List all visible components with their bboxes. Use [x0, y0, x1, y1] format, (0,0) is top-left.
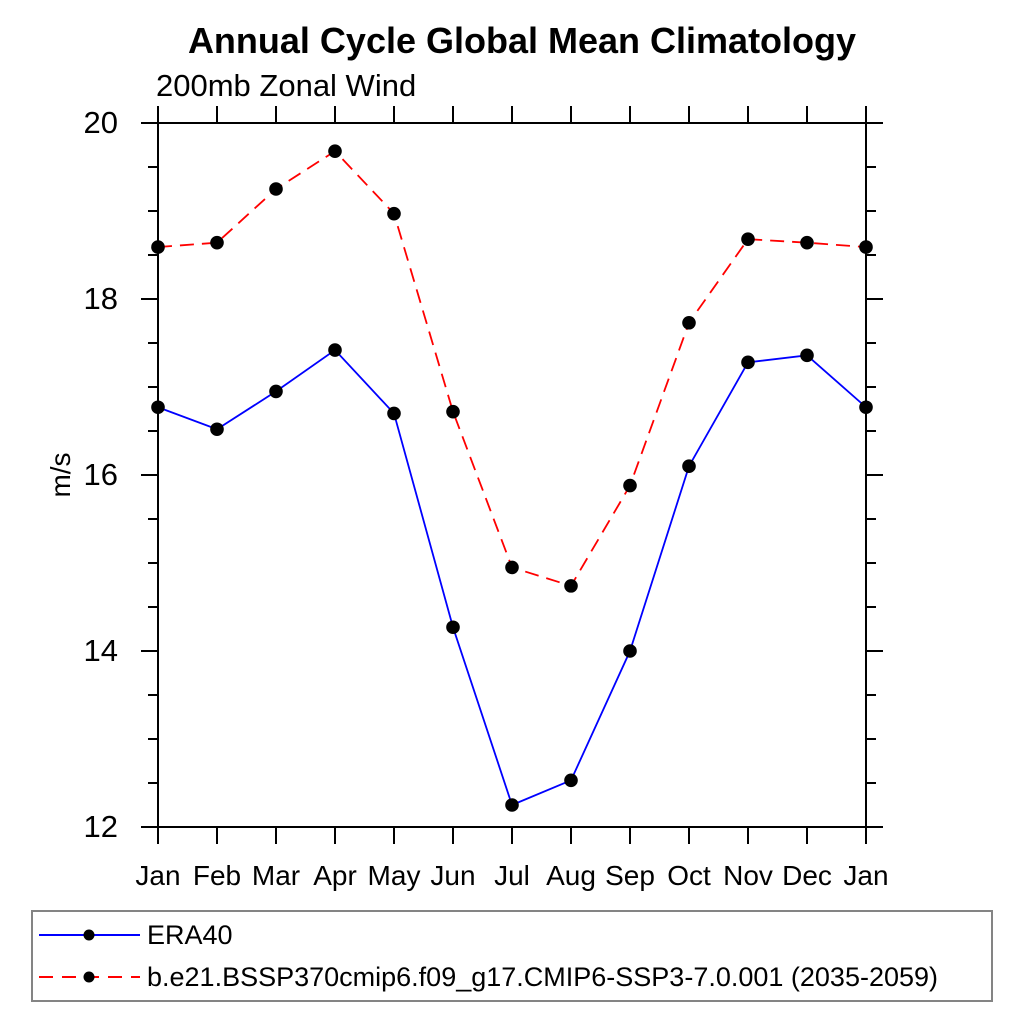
x-tick-label: Nov — [723, 860, 773, 891]
data-point-marker — [859, 400, 873, 415]
data-point-marker — [210, 422, 224, 437]
model-line-sample-icon — [39, 971, 140, 983]
y-tick-label: 12 — [84, 809, 118, 844]
legend-label-model: b.e21.BSSP370cmip6.f09_g17.CMIP6-SSP3-7.… — [147, 961, 939, 992]
x-tick-label: Jan — [843, 860, 888, 891]
y-axis-label: m/s — [45, 452, 76, 497]
data-point-marker — [446, 620, 460, 635]
data-point-marker — [505, 560, 519, 575]
legend: ERA40 b.e21.BSSP370cmip6.f09_g17.CMIP6-S… — [31, 910, 993, 1002]
model-marker-icon — [83, 971, 95, 983]
data-point-marker — [682, 459, 696, 474]
data-point-marker — [151, 400, 165, 415]
data-point-marker — [623, 478, 637, 493]
data-point-marker — [210, 235, 224, 250]
data-point-marker — [623, 644, 637, 658]
axis-tick-labels: Jan Feb Mar Apr May Jun Jul Aug Sep Oct Nov Dec Jan 1… — [84, 105, 889, 891]
chart-title: Annual Cycle Global Mean Climatology — [187, 20, 857, 61]
data-point-marker — [328, 144, 342, 158]
x-tick-label: Dec — [782, 860, 832, 891]
series-line-0 — [157, 348, 867, 807]
data-point-marker — [741, 232, 755, 246]
data-point-marker — [859, 240, 873, 254]
x-tick-label: Oct — [667, 860, 711, 891]
y-tick-label: 16 — [84, 457, 118, 492]
data-point-marker — [387, 206, 401, 221]
chart-subtitle: 200mb Zonal Wind — [156, 68, 417, 103]
legend-label-era40: ERA40 — [147, 919, 233, 950]
series-line-1 — [157, 149, 867, 587]
x-tick-label: Jun — [430, 860, 475, 891]
data-point-marker — [800, 348, 814, 363]
data-point-marker — [387, 406, 401, 421]
y-tick-label: 18 — [84, 281, 118, 316]
y-tick-label: 14 — [84, 633, 118, 668]
era40-marker-icon — [83, 929, 95, 941]
data-point-marker — [800, 235, 814, 250]
data-point-marker — [446, 404, 460, 419]
data-point-marker — [741, 355, 755, 370]
series-markers-1 — [151, 144, 873, 593]
data-point-marker — [564, 579, 578, 593]
x-tick-label: Sep — [605, 860, 655, 891]
x-tick-label: Jan — [135, 860, 180, 891]
x-tick-label: Apr — [313, 860, 357, 891]
series-markers-0 — [151, 343, 873, 812]
plot-area: Jan Feb Mar Apr May Jun Jul Aug Sep Oct Nov Dec Jan 1… — [45, 105, 889, 891]
x-tick-label: Jul — [494, 860, 530, 891]
axis-ticks — [141, 106, 883, 844]
x-tick-label: May — [368, 860, 421, 891]
axis-box — [157, 122, 867, 828]
data-point-marker — [505, 798, 519, 812]
x-tick-label: Mar — [252, 860, 300, 891]
legend-entry-model: b.e21.BSSP370cmip6.f09_g17.CMIP6-SSP3-7.… — [37, 962, 938, 992]
era40-line-sample-icon — [39, 929, 140, 941]
y-tick-label: 20 — [84, 105, 118, 140]
data-point-marker — [564, 773, 578, 788]
x-tick-label: Aug — [546, 860, 596, 891]
data-point-marker — [151, 240, 165, 254]
data-point-marker — [328, 343, 342, 357]
data-point-marker — [682, 315, 696, 330]
legend-entry-era40: ERA40 — [37, 920, 233, 950]
data-point-marker — [269, 182, 283, 196]
data-point-marker — [269, 384, 283, 399]
x-tick-label: Feb — [193, 860, 241, 891]
